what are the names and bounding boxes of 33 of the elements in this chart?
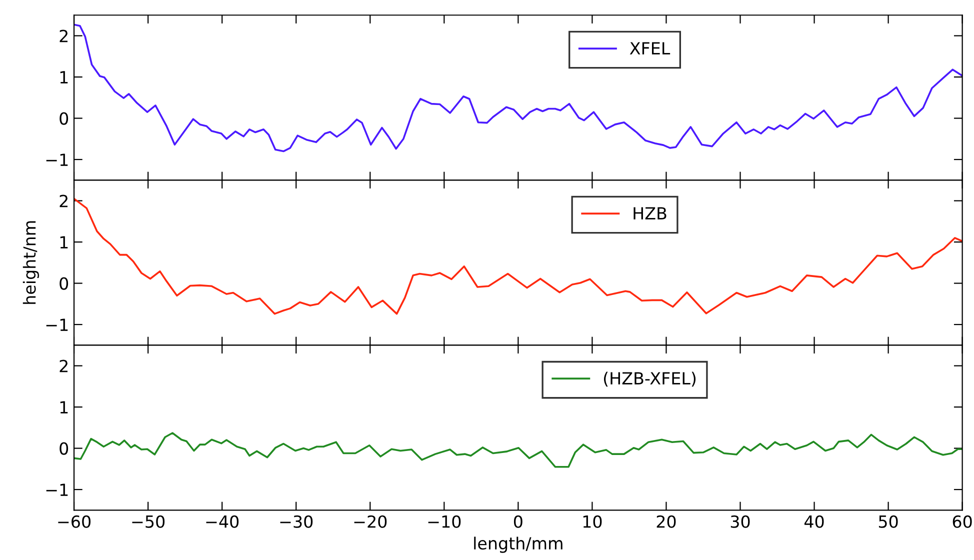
y-tick-label: 2 [60,194,68,208]
y-tick-label: 1 [60,71,68,84]
y-tick-label: 1 [60,401,68,414]
line-series [74,198,962,315]
x-tick-label: −10 [428,515,461,528]
y-tick-label: 1 [60,236,68,248]
legend-label: (HZB-XFEL) [604,372,696,387]
x-tick-label: −50 [132,515,165,528]
y-tick-label: 0 [60,112,68,125]
y-tick-label: −1 [46,484,68,496]
x-tick-label: −60 [58,515,91,528]
y-tick-label: 2 [60,30,68,42]
y-tick-label: 0 [60,442,68,455]
y-tick-label: −1 [46,154,68,166]
y-tick-label: −1 [46,318,68,331]
y-tick-label: 0 [60,277,68,290]
line-series [74,432,962,468]
y-axis-title: height/nm [22,221,40,304]
x-tick-label: 10 [583,515,602,528]
x-tick-label: −40 [206,515,239,528]
legend-label: XFEL [630,42,670,54]
x-tick-label: 0 [514,515,522,528]
line-series [74,24,962,152]
x-tick-label: 30 [730,515,750,528]
x-tick-label: −30 [280,515,313,528]
x-tick-label: 60 [952,515,972,528]
x-tick-label: 20 [656,515,676,528]
x-tick-label: −20 [354,515,387,528]
x-axis-title: length/mm [474,536,562,553]
x-tick-label: 50 [878,515,898,528]
y-tick-label: 2 [60,360,68,372]
x-tick-label: 40 [804,515,824,528]
legend-label: HZB [634,207,666,220]
